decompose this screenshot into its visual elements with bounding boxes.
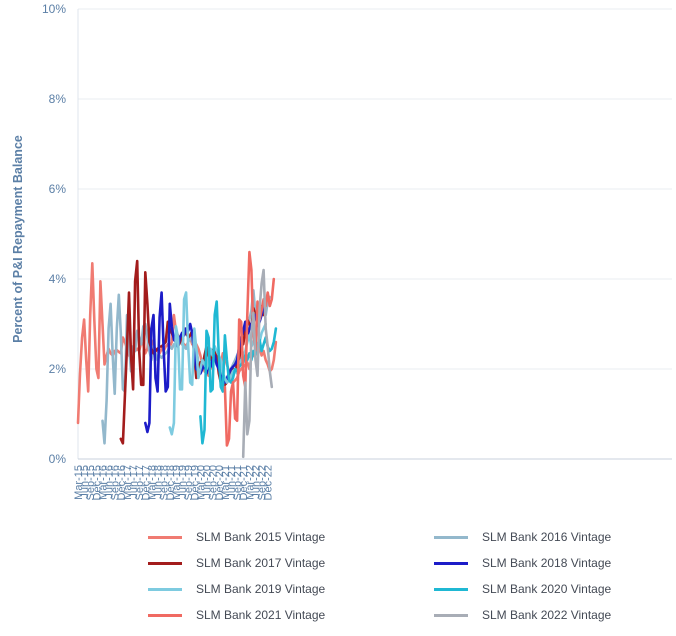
legend-swatch xyxy=(148,535,182,539)
y-axis-label: Percent of P&I Repayment Balance xyxy=(11,135,25,343)
x-tick-label: Dec-18 xyxy=(165,465,177,500)
legend-swatch xyxy=(434,613,468,617)
x-tick-label: Jun-18 xyxy=(153,465,165,499)
x-tick-label: Mar-20 xyxy=(195,465,207,500)
legend-item: SLM Bank 2020 Vintage xyxy=(434,580,611,598)
legend-label: SLM Bank 2018 Vintage xyxy=(482,556,612,570)
y-tick-labels: 0% 2% 4% 6% 8% 10% xyxy=(42,2,66,466)
x-tick-label: Mar-16 xyxy=(97,465,109,500)
legend-swatch xyxy=(434,587,468,591)
x-tick-label: Mar-15 xyxy=(73,465,85,500)
x-tick-label: Sep-15 xyxy=(85,465,97,500)
x-tick-label: Sep-21 xyxy=(232,465,244,500)
legend-label: SLM Bank 2020 Vintage xyxy=(482,582,612,596)
legend-label: SLM Bank 2015 Vintage xyxy=(196,530,326,544)
x-tick-label: Sep-16 xyxy=(110,465,122,500)
y-tick-label: 10% xyxy=(42,2,66,16)
legend-label: SLM Bank 2022 Vintage xyxy=(482,608,612,622)
x-tick-label: Jun-16 xyxy=(104,465,116,499)
x-tick-label: Mar-17 xyxy=(122,465,134,500)
legend-item: SLM Bank 2018 Vintage xyxy=(434,554,611,572)
x-tick-label: Dec-17 xyxy=(140,465,152,500)
legend-item: SLM Bank 2015 Vintage xyxy=(148,528,325,546)
x-tick-label: Sep-19 xyxy=(183,465,195,500)
x-tick-label: Jun-22 xyxy=(250,465,262,499)
x-tick-label: Jun-20 xyxy=(202,465,214,499)
x-tick-label: Jun-21 xyxy=(226,465,238,499)
y-tick-label: 0% xyxy=(49,452,67,466)
y-tick-label: 6% xyxy=(49,182,67,196)
gridlines xyxy=(77,8,672,459)
x-tick-label: Dec-16 xyxy=(116,465,128,500)
legend-swatch xyxy=(434,561,468,565)
x-tick-label: Dec-19 xyxy=(189,465,201,500)
y-tick-label: 2% xyxy=(49,362,67,376)
legend-item: SLM Bank 2021 Vintage xyxy=(148,606,325,624)
x-tick-label: Sep-18 xyxy=(159,465,171,500)
legend-item: SLM Bank 2022 Vintage xyxy=(434,606,611,624)
legend-item: SLM Bank 2017 Vintage xyxy=(148,554,325,572)
x-tick-label: Dec-21 xyxy=(238,465,250,500)
x-tick-label: Mar-22 xyxy=(244,465,256,500)
x-tick-label: Jun-17 xyxy=(128,465,140,499)
x-tick-label: Dec-15 xyxy=(91,465,103,500)
x-tick-label: Mar-18 xyxy=(146,465,158,500)
x-tick-labels: Mar-15Jun-15Sep-15Dec-15Mar-16Jun-16Sep-… xyxy=(73,465,275,500)
x-tick-label: Sep-22 xyxy=(257,465,269,500)
legend-label: SLM Bank 2017 Vintage xyxy=(196,556,326,570)
x-tick-label: Sep-20 xyxy=(208,465,220,500)
x-tick-label: Jun-15 xyxy=(79,465,91,499)
legend-swatch xyxy=(148,613,182,617)
series-line xyxy=(241,268,274,459)
legend-label: SLM Bank 2016 Vintage xyxy=(482,530,612,544)
y-tick-label: 4% xyxy=(49,272,67,286)
y-tick-label: 8% xyxy=(49,92,67,106)
x-tick-label: Mar-21 xyxy=(220,465,232,500)
legend-item: SLM Bank 2019 Vintage xyxy=(148,580,325,598)
legend-swatch xyxy=(148,587,182,591)
legend-label: SLM Bank 2021 Vintage xyxy=(196,608,326,622)
legend-swatch xyxy=(148,561,182,565)
legend-item: SLM Bank 2016 Vintage xyxy=(434,528,611,546)
x-tick-label: Mar-19 xyxy=(171,465,183,500)
x-tick-label: Dec-22 xyxy=(263,465,275,500)
legend-label: SLM Bank 2019 Vintage xyxy=(196,582,326,596)
plot-lines xyxy=(76,250,278,459)
x-tick-label: Sep-17 xyxy=(134,465,146,500)
x-tick-label: Jun-19 xyxy=(177,465,189,499)
legend-swatch xyxy=(434,535,468,539)
x-tick-label: Dec-20 xyxy=(214,465,226,500)
